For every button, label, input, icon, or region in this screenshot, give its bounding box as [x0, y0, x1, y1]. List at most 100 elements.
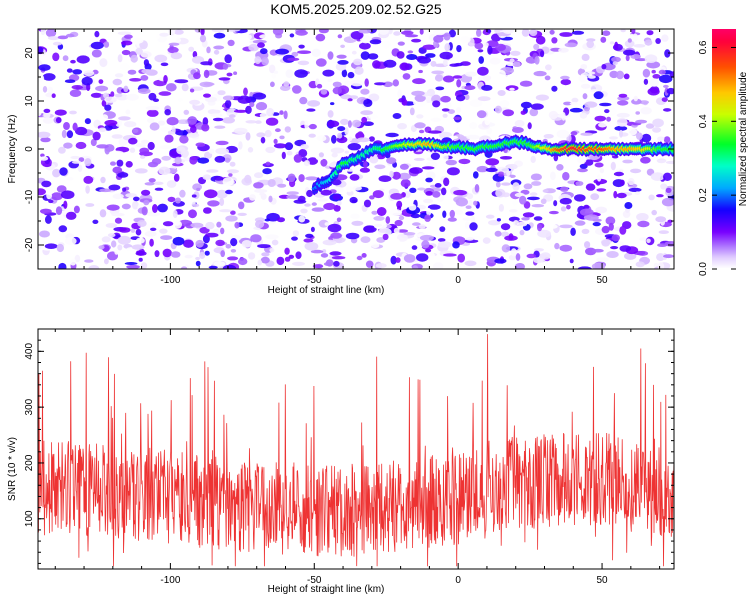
noise-blob: [616, 117, 628, 127]
noise-blob: [445, 102, 452, 108]
noise-blob: [383, 59, 397, 68]
noise-blob: [193, 72, 201, 80]
noise-blob: [514, 119, 525, 128]
noise-blob: [183, 157, 190, 162]
noise-blob: [207, 200, 220, 207]
bottom-y-tick-label: 400: [24, 343, 35, 360]
bottom-x-tick-label: -100: [160, 575, 180, 586]
noise-blob: [85, 185, 90, 194]
noise-blob: [266, 107, 274, 117]
noise-blob: [622, 159, 633, 164]
noise-blob: [127, 69, 137, 75]
noise-blob: [233, 71, 238, 75]
noise-blob: [650, 172, 665, 181]
noise-blob: [260, 48, 268, 55]
noise-blob: [664, 241, 674, 247]
noise-blob: [439, 226, 446, 232]
noise-blob: [175, 197, 181, 204]
noise-blob: [100, 114, 109, 121]
spectrogram: [38, 29, 674, 269]
noise-blob: [212, 206, 222, 212]
noise-blob: [63, 122, 70, 130]
colorbar-swatch: [712, 45, 736, 48]
noise-blob: [614, 41, 619, 51]
noise-blob: [131, 37, 144, 44]
noise-blob: [392, 79, 399, 87]
colorbar-swatch: [712, 193, 736, 196]
noise-blob: [271, 239, 279, 246]
colorbar-swatch: [712, 187, 736, 190]
noise-blob: [584, 101, 598, 108]
noise-blob: [135, 143, 146, 148]
noise-blob: [594, 162, 604, 168]
colorbar-swatch: [712, 121, 736, 124]
colorbar-label: Normalized spectral amplitude: [738, 71, 749, 206]
noise-blob: [283, 81, 290, 87]
noise-blob: [331, 152, 338, 158]
noise-blob: [76, 55, 90, 64]
noise-blob: [417, 56, 431, 64]
noise-blob: [195, 239, 204, 248]
noise-blob: [330, 102, 335, 106]
noise-blob: [42, 117, 54, 124]
noise-blob: [159, 145, 172, 150]
noise-blob: [55, 206, 63, 216]
noise-blob: [297, 50, 312, 54]
colorbar-swatch: [712, 209, 736, 212]
colorbar-swatch: [712, 255, 736, 258]
noise-blob: [577, 156, 587, 164]
noise-blob: [138, 88, 151, 94]
noise-blob: [409, 107, 415, 116]
noise-blob: [619, 169, 624, 173]
bottom-plot-frame: [37, 328, 675, 570]
noise-blob: [545, 64, 552, 71]
noise-blob: [291, 51, 299, 57]
noise-blob: [130, 228, 136, 233]
noise-blob: [292, 261, 305, 266]
noise-blob: [175, 37, 181, 43]
colorbar-swatch: [712, 263, 736, 266]
noise-blob: [149, 122, 160, 131]
noise-blob: [190, 218, 205, 224]
noise-blob: [71, 160, 82, 164]
noise-blob: [117, 235, 131, 245]
noise-blob: [237, 95, 251, 104]
noise-blob: [397, 89, 403, 99]
noise-blob: [101, 236, 111, 243]
noise-blob: [425, 53, 436, 58]
noise-blob: [84, 158, 92, 167]
noise-blob: [590, 193, 600, 201]
noise-blob: [114, 248, 119, 255]
noise-blob: [149, 238, 154, 247]
noise-blob: [140, 139, 150, 144]
noise-blob: [580, 132, 593, 136]
noise-blob: [397, 41, 405, 46]
noise-blob: [419, 234, 434, 241]
noise-blob: [656, 158, 667, 164]
colorbar-swatch: [712, 43, 736, 46]
noise-blob: [213, 45, 225, 50]
noise-blob: [345, 232, 360, 240]
noise-blob: [205, 96, 217, 103]
noise-blob: [160, 235, 173, 241]
noise-blob: [417, 187, 426, 191]
noise-blob: [612, 61, 618, 66]
noise-blob: [519, 80, 533, 87]
noise-blob: [98, 79, 104, 84]
noise-blob: [364, 78, 369, 87]
noise-blob: [515, 253, 521, 261]
noise-blob: [63, 175, 75, 185]
noise-blob: [443, 75, 455, 83]
noise-blob: [129, 78, 142, 82]
noise-blob: [534, 133, 545, 141]
noise-blob: [72, 122, 78, 131]
noise-blob: [656, 194, 664, 198]
colorbar-swatch: [712, 169, 736, 172]
noise-blob: [477, 76, 483, 81]
noise-blob: [201, 123, 210, 132]
noise-blob: [596, 174, 602, 182]
noise-blob: [449, 209, 455, 218]
colorbar-swatch: [712, 247, 736, 250]
noise-blob: [440, 95, 451, 103]
